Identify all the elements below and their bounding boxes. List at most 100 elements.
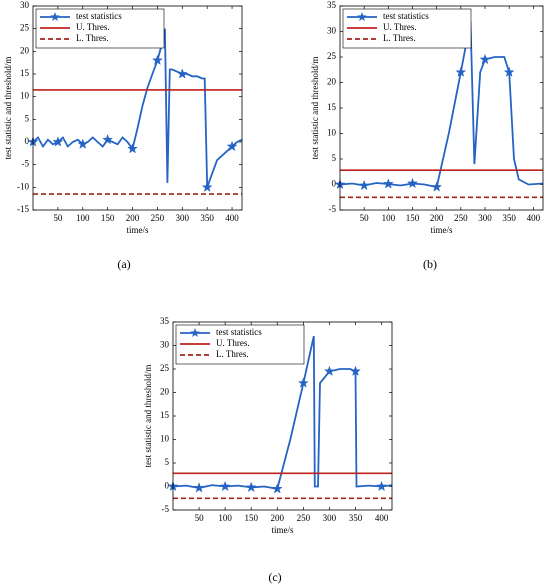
y-tick-label: 15 <box>160 410 170 420</box>
legend-label: test statistics <box>216 327 262 337</box>
star-marker <box>176 68 188 79</box>
legend-star <box>190 328 200 337</box>
y-tick-label: 20 <box>20 45 30 55</box>
y-tick-label: 15 <box>327 102 337 112</box>
legend-label: U. Thres. <box>216 338 250 348</box>
x-tick-label: 150 <box>101 213 115 223</box>
star-marker <box>151 54 163 66</box>
x-tick-label: 100 <box>76 213 90 223</box>
star-marker <box>201 181 213 193</box>
x-tick-label: 150 <box>244 513 258 523</box>
y-tick-label: -15 <box>17 204 29 214</box>
panel-caption: (c) <box>268 570 281 584</box>
x-tick-label: 250 <box>454 213 468 223</box>
star-marker <box>503 66 515 77</box>
y-tick-label: -5 <box>162 504 170 514</box>
plot-frame <box>32 5 243 211</box>
x-tick-label: 400 <box>375 513 389 523</box>
star-marker <box>431 181 443 192</box>
y-tick-label: 20 <box>327 77 337 87</box>
x-tick-label: 200 <box>271 513 285 523</box>
star-marker <box>376 480 388 492</box>
x-tick-label: 200 <box>430 213 444 223</box>
x-tick-label: 400 <box>527 213 541 223</box>
y-tick-label: 25 <box>20 23 30 33</box>
y-tick-label: 30 <box>20 0 30 10</box>
x-tick-label: 250 <box>151 213 165 223</box>
y-tick-label: 30 <box>160 340 170 350</box>
star-marker <box>193 482 205 493</box>
x-tick-label: 100 <box>218 513 232 523</box>
y-tick-label: 10 <box>20 91 30 101</box>
y-tick-label: 10 <box>160 434 170 444</box>
star-marker <box>219 480 231 492</box>
y-tick-label: 30 <box>327 26 337 36</box>
x-tick-label: 250 <box>297 513 311 523</box>
star-marker <box>245 481 257 493</box>
x-axis-label: time/s <box>272 525 294 535</box>
y-tick-label: 35 <box>327 0 337 10</box>
y-axis-label: test statistic and threshold/m <box>310 57 320 160</box>
y-tick-label: 0 <box>332 179 337 189</box>
y-tick-label: 20 <box>160 387 170 397</box>
chart-panel: 50 100 150 200 250 300 350 400 -5 0 5 10 15 20 25 30 35 t… <box>310 0 544 271</box>
panel-caption: (b) <box>423 257 437 271</box>
y-tick-label: 10 <box>327 128 337 138</box>
y-tick-label: 0 <box>165 481 170 491</box>
data-line <box>32 28 243 188</box>
x-tick-label: 150 <box>406 213 420 223</box>
legend-star <box>357 12 367 21</box>
star-marker <box>297 377 309 388</box>
star-marker <box>102 133 114 145</box>
x-axis-label: time/s <box>127 225 149 235</box>
star-marker <box>455 66 467 77</box>
y-tick-label: 0 <box>25 136 30 146</box>
x-tick-label: 300 <box>323 513 337 523</box>
y-tick-label: -5 <box>329 204 337 214</box>
chart-panel: 50 100 150 200 250 300 350 400 -5 0 5 10 15 20 25 30 35 t… <box>143 316 393 584</box>
x-tick-label: 350 <box>200 213 214 223</box>
star-marker <box>77 138 89 149</box>
y-tick-label: -5 <box>22 159 30 169</box>
y-tick-label: 5 <box>332 153 337 163</box>
y-tick-label: 35 <box>160 316 170 326</box>
y-tick-label: 25 <box>160 363 170 373</box>
data-line <box>172 335 393 490</box>
star-marker <box>271 483 283 494</box>
plot-frame <box>339 5 544 211</box>
legend-star <box>50 12 60 21</box>
x-tick-label: 350 <box>349 513 363 523</box>
x-tick-label: 300 <box>478 213 492 223</box>
x-tick-label: 300 <box>176 213 190 223</box>
star-marker <box>226 140 238 152</box>
x-tick-label: 50 <box>360 213 370 223</box>
star-marker <box>349 365 362 377</box>
x-tick-label: 50 <box>53 213 63 223</box>
chart-panel: 50 100 150 200 250 300 350 400 -15 -10 -5 0 5 10 15 20 2… <box>3 0 243 271</box>
star-marker <box>52 136 64 147</box>
plot-frame <box>172 321 393 511</box>
y-tick-label: -10 <box>17 181 29 191</box>
star-marker <box>382 178 394 189</box>
y-tick-label: 25 <box>327 51 337 61</box>
legend-label: test statistics <box>383 11 429 21</box>
legend-label: test statistics <box>76 11 122 21</box>
legend-label: L. Thres. <box>383 33 416 43</box>
y-axis-label: test statistic and threshold/m <box>3 57 13 160</box>
x-tick-label: 350 <box>502 213 516 223</box>
legend-label: L. Thres. <box>216 349 249 359</box>
x-tick-label: 100 <box>382 213 396 223</box>
y-tick-label: 15 <box>20 68 30 78</box>
x-tick-label: 50 <box>195 513 205 523</box>
y-axis-label: test statistic and threshold/m <box>143 365 153 468</box>
x-tick-label: 400 <box>225 213 239 223</box>
y-tick-label: 5 <box>25 113 30 123</box>
star-marker <box>358 179 370 191</box>
star-marker <box>127 143 139 154</box>
panel-caption: (a) <box>117 257 130 271</box>
y-tick-label: 5 <box>165 457 170 467</box>
star-marker <box>479 53 491 65</box>
legend-label: L. Thres. <box>76 33 109 43</box>
legend-label: U. Thres. <box>383 22 417 32</box>
